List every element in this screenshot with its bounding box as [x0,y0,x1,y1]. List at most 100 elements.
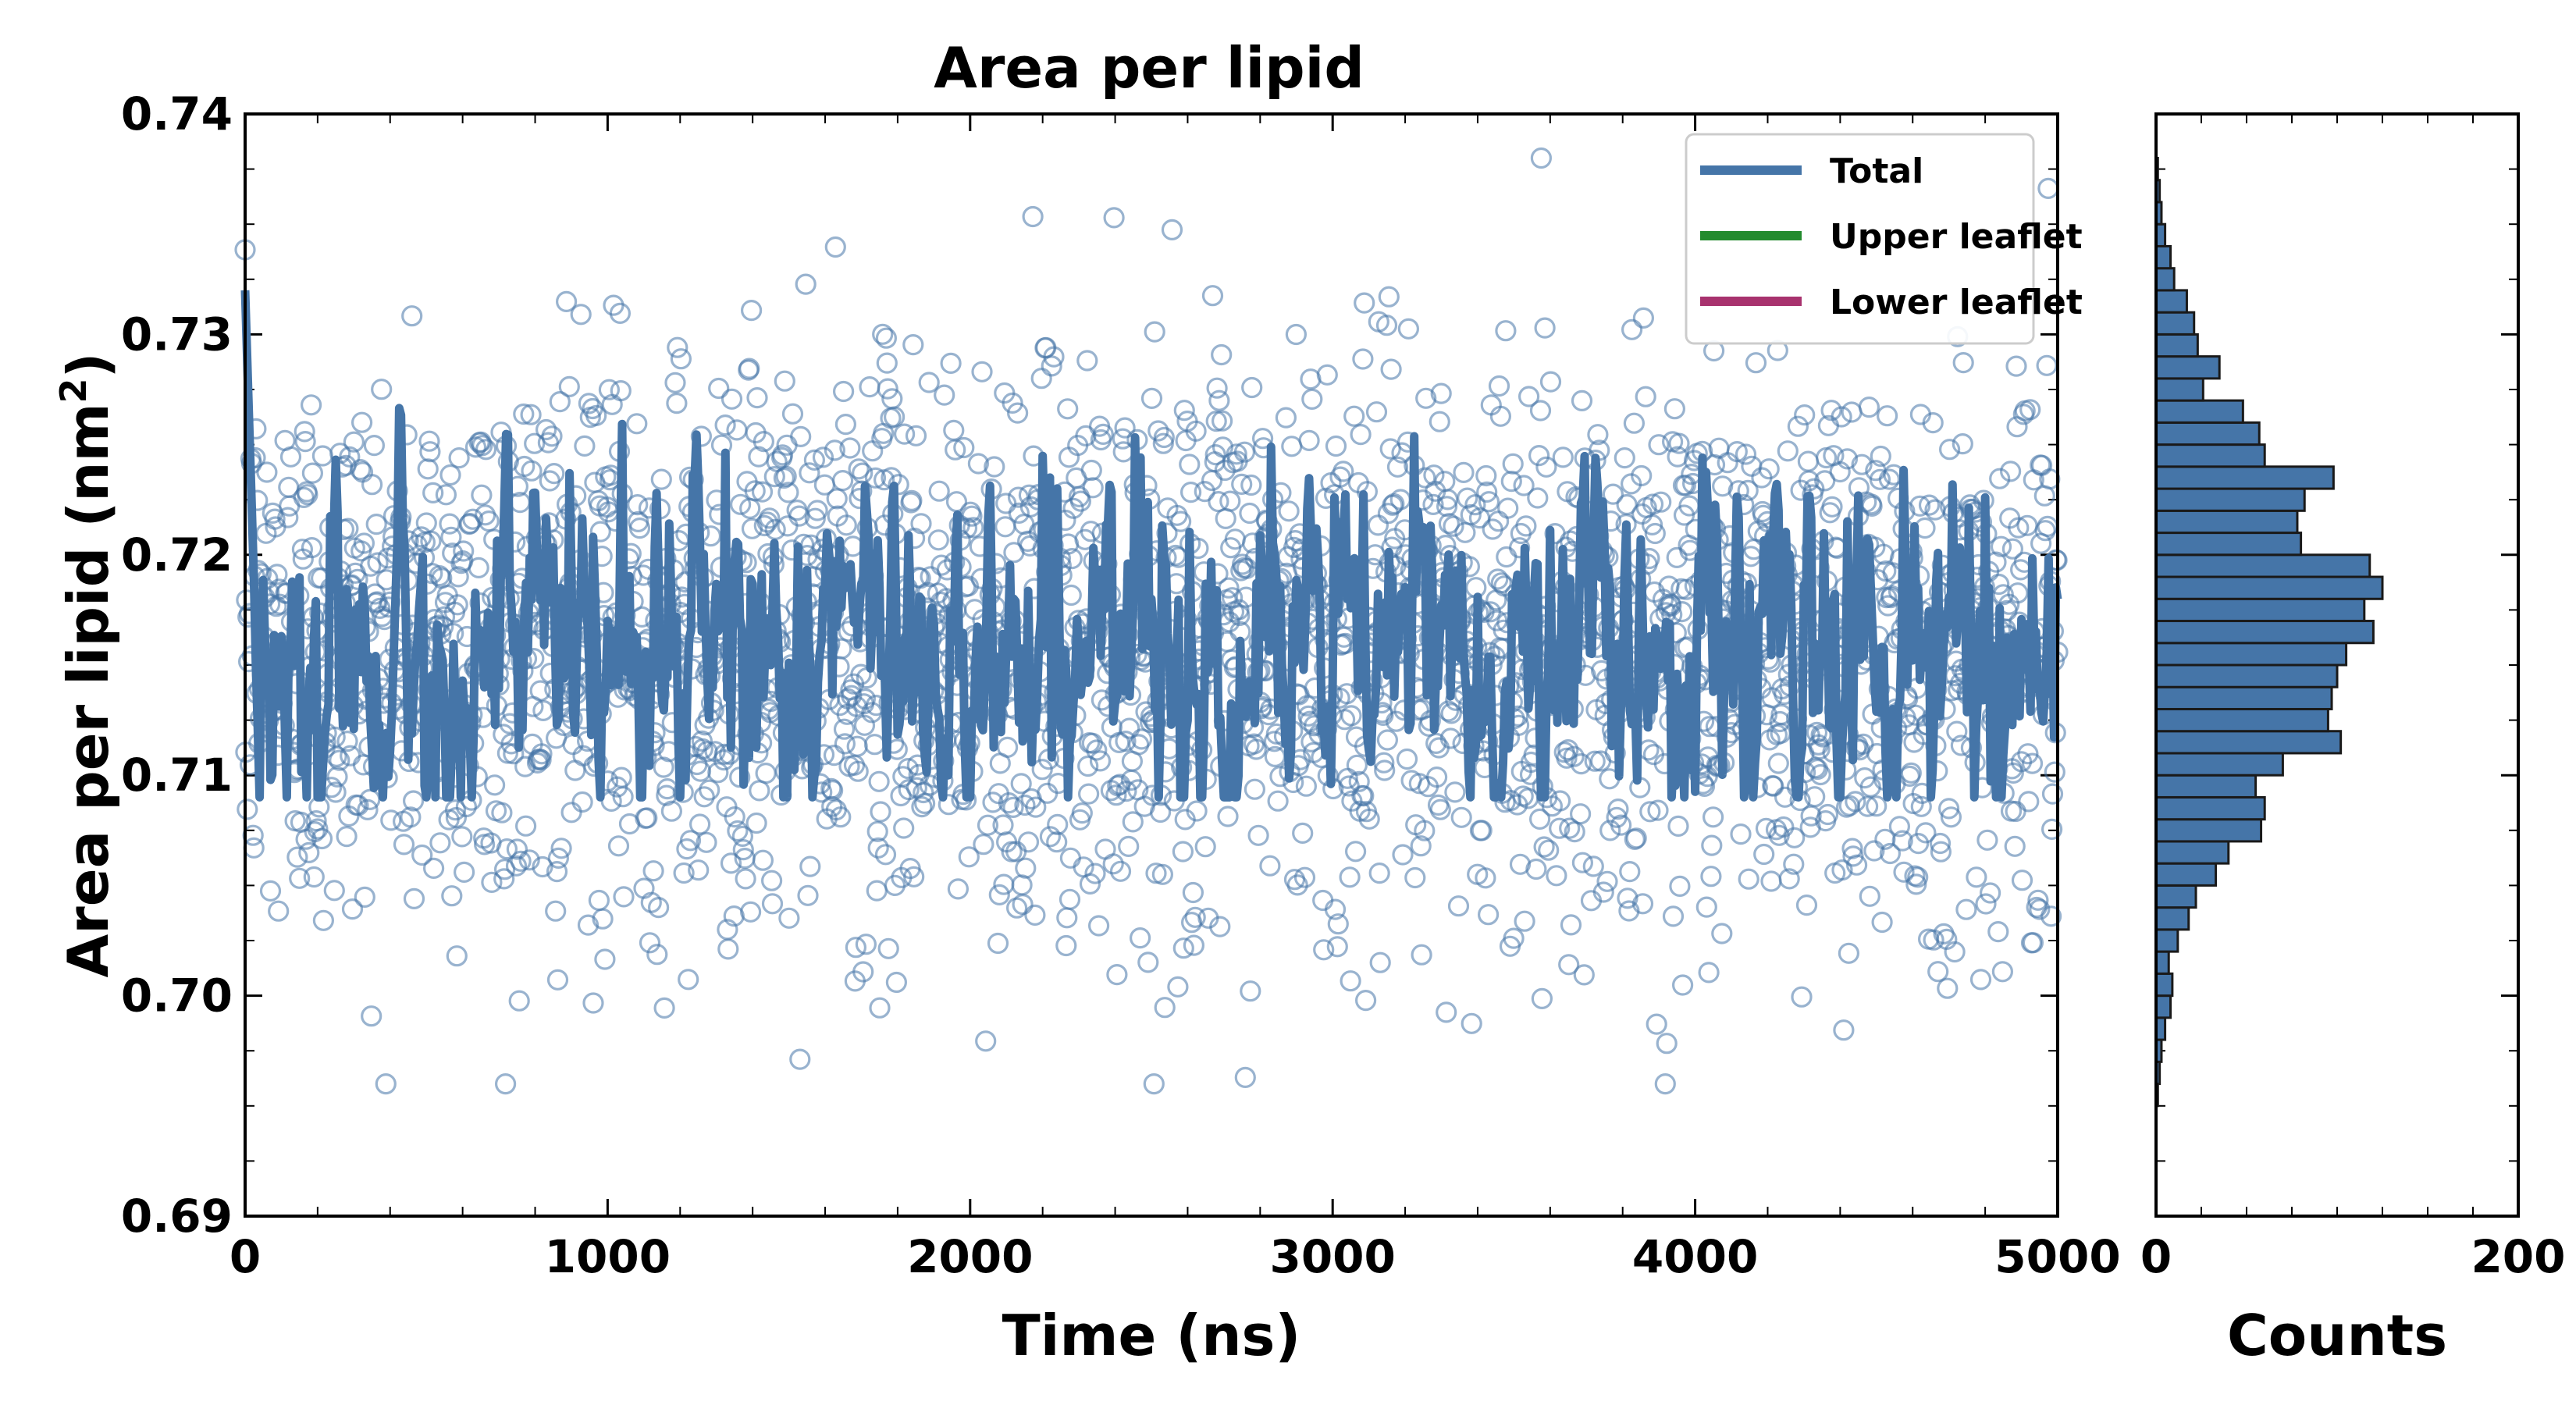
scatter-point [866,880,888,902]
scatter-point [301,462,323,484]
scatter-point [1893,861,1915,883]
scatter-point [708,377,730,400]
histogram-bars [2154,156,2384,1108]
scatter-point [636,807,658,829]
scatter-point [506,838,528,860]
scatter-point [493,868,515,890]
scatter-point [1358,808,1380,830]
scatter-point [402,790,425,812]
scatter-point [1871,911,1893,934]
scatter-point [883,406,906,428]
scatter-point [1217,806,1239,827]
scatter-point [1327,913,1349,935]
histogram-bar [2154,333,2199,358]
scatter-point [1022,205,1044,228]
scatter-point [901,489,923,512]
scatter-point [1783,853,1805,875]
y-axis-title-main: Area per lipid (nm [55,403,121,977]
scatter-point [867,837,889,859]
scatter-point [365,513,387,535]
scatter-point [1525,858,1547,880]
y-tick-label: 0.73 [121,308,233,361]
scatter-point [885,971,908,994]
scatter-point [1515,515,1537,537]
scatter-point [417,458,439,480]
scatter-point [1092,423,1114,446]
scatter-point [1475,867,1496,889]
scatter-point [1607,798,1629,820]
histogram-bar [2154,443,2266,468]
scatter-point [1563,745,1585,767]
scatter-point [1367,514,1389,536]
scatter-point [897,757,919,780]
scatter-point [400,806,422,828]
y-axis-title-superscript: 2 [52,378,94,403]
scatter-point [863,734,886,756]
scatter-point [1927,961,1949,983]
scatter-point [243,837,265,859]
scatter-point [447,566,469,588]
scatter-point [1616,493,1638,516]
scatter-point [1571,389,1593,412]
scatter-point [1179,454,1201,475]
scatter-point [847,760,869,782]
scatter-point [987,932,1009,955]
scatter-point [739,901,762,923]
scatter-point [361,474,383,496]
scatter-point [453,540,475,562]
scatter-point [720,388,743,410]
scatter-point [755,762,777,784]
scatter-point [1923,929,1944,951]
scatter-point [1777,440,1799,462]
scatter-point [1730,823,1752,845]
scatter-point [1944,941,1966,963]
scatter-point [713,743,735,765]
scatter-point [1186,800,1208,822]
scatter-point [1365,401,1388,423]
scatter-point [953,436,975,459]
scatter-point [2041,818,2063,841]
histogram-x-axis-title: Counts [2227,1303,2447,1368]
scatter-point [1617,887,1638,909]
scatter-point [1877,405,1898,427]
scatter-point [514,815,537,837]
scatter-point [1787,415,1809,437]
scatter-point [988,884,1010,906]
scatter-point [451,826,473,848]
scatter-point [839,437,861,459]
scatter-point [529,680,551,702]
scatter-point [341,898,364,920]
y-tick-label: 0.69 [121,1190,233,1243]
histogram-tick-labels: 0 200 [2140,1230,2566,1283]
scatter-point [1046,831,1068,853]
scatter-point [401,305,423,327]
histogram-x-tick-label: 200 [2471,1230,2565,1283]
scatter-point [1369,951,1391,973]
scatter-point [1623,412,1645,434]
scatter-point [664,372,686,393]
scatter-point [804,507,826,529]
histogram-bar [2154,355,2221,380]
scatter-point [1129,927,1151,949]
scatter-point [699,779,720,801]
scatter-point [1316,364,1338,386]
scatter-point [1386,456,1409,478]
scatter-point [862,440,884,462]
scatter-point [1071,802,1093,824]
scatter-point [823,744,845,767]
scatter-point [264,508,286,530]
scatter-point [1087,915,1110,937]
scatter-point [771,444,794,466]
scatter-point [2000,461,2022,482]
scatter-point [1741,455,1763,477]
scatter-point [550,838,572,859]
scatter-point [1539,371,1562,393]
scatter-point [1312,889,1334,912]
scatter-point [732,838,754,861]
scatter-point [491,802,513,823]
scatter-point [1794,404,1816,426]
histogram-bar [2154,620,2375,645]
scatter-point [830,806,852,828]
scatter-point [2001,538,2023,560]
scatter-point [1571,852,1594,873]
